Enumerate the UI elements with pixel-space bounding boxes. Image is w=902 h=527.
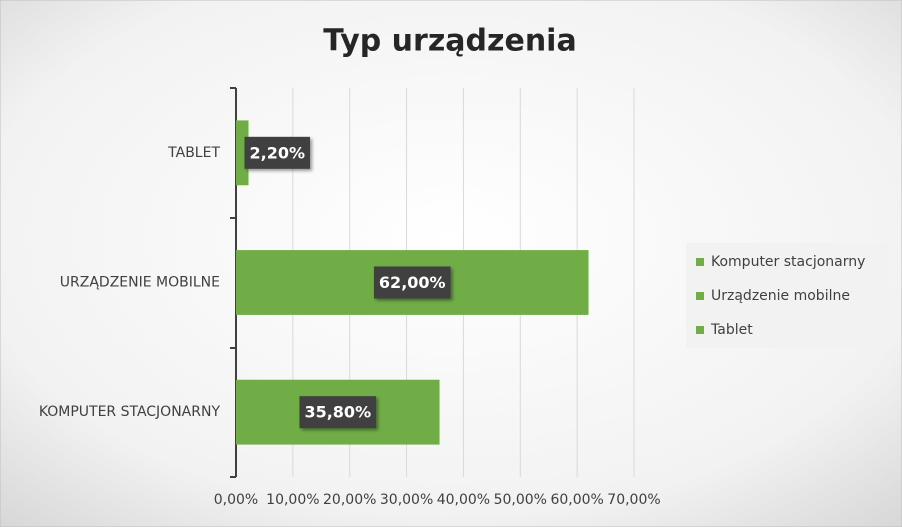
x-tick-label: 60,00% [550, 492, 603, 508]
x-tick-label: 10,00% [266, 492, 319, 508]
x-tick-label: 0,00% [214, 492, 258, 508]
legend-swatch [696, 258, 704, 266]
legend-label: Tablet [710, 322, 753, 338]
legend-label: Komputer stacjonarny [711, 254, 865, 270]
legend-swatch [696, 292, 704, 300]
data-label-box [244, 136, 311, 169]
y-tick-label: KOMPUTER STACJONARNY [39, 404, 221, 420]
data-label-box [373, 266, 451, 299]
data-label: 35,80% [304, 403, 371, 422]
chart-title: Typ urządzenia [323, 24, 576, 59]
x-tick-label: 40,00% [437, 492, 490, 508]
x-tick-label: 50,00% [494, 492, 547, 508]
data-label: 62,00% [379, 273, 446, 292]
data-label-box [299, 396, 377, 429]
x-tick-label: 20,00% [323, 492, 376, 508]
axis-category-ticks [230, 87, 236, 478]
legend-label: Urządzenie mobilne [711, 288, 850, 304]
legend-swatch [696, 326, 704, 334]
y-tick-label: URZĄDZENIE MOBILNE [60, 275, 220, 291]
x-tick-label: 70,00% [607, 492, 660, 508]
data-label: 2,20% [250, 143, 306, 162]
y-tick-label: TABLET [167, 145, 220, 161]
bar [236, 120, 249, 186]
legend-box [686, 243, 888, 348]
x-tick-label: 30,00% [380, 492, 433, 508]
